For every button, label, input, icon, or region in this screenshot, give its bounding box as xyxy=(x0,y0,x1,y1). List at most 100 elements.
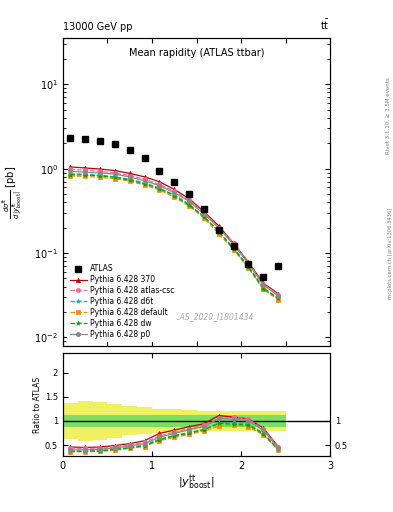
Pythia 6.428 dw xyxy=(261,285,266,291)
Pythia 6.428 default xyxy=(276,296,281,303)
ATLAS xyxy=(231,243,236,249)
Pythia 6.428 p0 xyxy=(202,211,206,217)
Pythia 6.428 p0 xyxy=(157,183,162,189)
Pythia 6.428 default xyxy=(68,173,73,179)
ATLAS xyxy=(142,155,147,161)
Pythia 6.428 d6t xyxy=(261,285,266,291)
Text: Rivet 3.1.10, ≥ 3.5M events: Rivet 3.1.10, ≥ 3.5M events xyxy=(386,77,391,154)
Pythia 6.428 370 xyxy=(68,164,73,170)
Pythia 6.428 dw xyxy=(217,228,221,234)
ATLAS xyxy=(112,141,117,147)
Pythia 6.428 atlas-csc xyxy=(127,173,132,179)
ATLAS xyxy=(172,179,176,185)
ATLAS xyxy=(202,206,206,212)
Pythia 6.428 d6t xyxy=(112,174,117,180)
Pythia 6.428 atlas-csc xyxy=(261,281,266,287)
Text: Mean rapidity (ATLAS ttbar): Mean rapidity (ATLAS ttbar) xyxy=(129,48,264,58)
Pythia 6.428 370 xyxy=(202,208,206,215)
Pythia 6.428 dw xyxy=(246,264,251,270)
Pythia 6.428 d6t xyxy=(68,170,73,177)
Pythia 6.428 default xyxy=(83,174,88,180)
Pythia 6.428 p0 xyxy=(172,189,176,196)
Line: Pythia 6.428 default: Pythia 6.428 default xyxy=(68,174,280,302)
Pythia 6.428 atlas-csc xyxy=(98,168,103,175)
Pythia 6.428 p0 xyxy=(127,174,132,180)
Pythia 6.428 370 xyxy=(231,240,236,246)
Pythia 6.428 d6t xyxy=(231,245,236,251)
Pythia 6.428 d6t xyxy=(187,201,191,207)
Pythia 6.428 atlas-csc xyxy=(276,292,281,298)
Line: Pythia 6.428 p0: Pythia 6.428 p0 xyxy=(68,169,280,298)
Pythia 6.428 d6t xyxy=(83,171,88,177)
Pythia 6.428 370 xyxy=(246,259,251,265)
Pythia 6.428 default xyxy=(98,174,103,180)
Text: $\frac{d\sigma^{\mathdefault{tt}}}{d\,|y^{\mathdefault{tt}}_\mathdefault{boost}|: $\frac{d\sigma^{\mathdefault{tt}}}{d\,|y… xyxy=(2,165,25,219)
Pythia 6.428 370 xyxy=(261,280,266,286)
Pythia 6.428 dw xyxy=(231,246,236,252)
Pythia 6.428 default xyxy=(246,265,251,271)
Pythia 6.428 d6t xyxy=(142,180,147,186)
Pythia 6.428 370 xyxy=(127,170,132,177)
Text: ATLAS_2020_I1801434: ATLAS_2020_I1801434 xyxy=(166,312,253,321)
Pythia 6.428 default xyxy=(112,176,117,182)
ATLAS xyxy=(127,147,132,154)
Pythia 6.428 default xyxy=(261,286,266,292)
Pythia 6.428 370 xyxy=(157,179,162,185)
Pythia 6.428 dw xyxy=(127,177,132,183)
ATLAS xyxy=(217,226,221,232)
Pythia 6.428 default xyxy=(157,187,162,193)
Pythia 6.428 p0 xyxy=(246,261,251,267)
Legend: ATLAS, Pythia 6.428 370, Pythia 6.428 atlas-csc, Pythia 6.428 d6t, Pythia 6.428 : ATLAS, Pythia 6.428 370, Pythia 6.428 at… xyxy=(67,261,177,342)
Pythia 6.428 d6t xyxy=(157,185,162,191)
Pythia 6.428 atlas-csc xyxy=(231,240,236,246)
Pythia 6.428 370 xyxy=(112,167,117,174)
Line: Pythia 6.428 370: Pythia 6.428 370 xyxy=(68,165,280,296)
Pythia 6.428 p0 xyxy=(98,170,103,176)
Pythia 6.428 p0 xyxy=(68,168,73,175)
Pythia 6.428 atlas-csc xyxy=(172,188,176,195)
Line: Pythia 6.428 d6t: Pythia 6.428 d6t xyxy=(68,172,280,301)
Pythia 6.428 default xyxy=(217,230,221,237)
Text: 13000 GeV pp: 13000 GeV pp xyxy=(63,22,132,32)
Pythia 6.428 atlas-csc xyxy=(217,225,221,231)
Pythia 6.428 atlas-csc xyxy=(142,176,147,182)
Pythia 6.428 p0 xyxy=(83,169,88,175)
Pythia 6.428 default xyxy=(172,194,176,200)
Pythia 6.428 dw xyxy=(142,181,147,187)
Pythia 6.428 dw xyxy=(68,172,73,178)
Pythia 6.428 dw xyxy=(98,173,103,179)
ATLAS xyxy=(157,167,162,174)
ATLAS xyxy=(83,136,88,142)
Pythia 6.428 p0 xyxy=(142,178,147,184)
Pythia 6.428 atlas-csc xyxy=(68,166,73,173)
Pythia 6.428 atlas-csc xyxy=(202,210,206,216)
Pythia 6.428 d6t xyxy=(202,214,206,220)
Pythia 6.428 p0 xyxy=(187,198,191,204)
Pythia 6.428 dw xyxy=(187,202,191,208)
Pythia 6.428 p0 xyxy=(261,282,266,288)
Line: Pythia 6.428 dw: Pythia 6.428 dw xyxy=(68,173,280,301)
ATLAS xyxy=(187,191,191,197)
Text: $\mathdefault{t\bar{t}}$: $\mathdefault{t\bar{t}}$ xyxy=(321,18,330,32)
X-axis label: $|y^{\mathdefault{tt}}_{\mathdefault{boost}}|$: $|y^{\mathdefault{tt}}_{\mathdefault{boo… xyxy=(178,473,215,492)
Pythia 6.428 dw xyxy=(172,193,176,199)
Pythia 6.428 p0 xyxy=(112,171,117,177)
Pythia 6.428 d6t xyxy=(276,295,281,302)
Pythia 6.428 p0 xyxy=(276,293,281,299)
Line: ATLAS: ATLAS xyxy=(67,135,281,280)
Pythia 6.428 370 xyxy=(83,165,88,171)
Pythia 6.428 default xyxy=(231,246,236,252)
ATLAS xyxy=(276,263,281,269)
Pythia 6.428 dw xyxy=(276,295,281,302)
Pythia 6.428 d6t xyxy=(127,176,132,182)
Pythia 6.428 d6t xyxy=(217,228,221,234)
Pythia 6.428 dw xyxy=(157,185,162,191)
Pythia 6.428 atlas-csc xyxy=(187,198,191,204)
Pythia 6.428 370 xyxy=(187,196,191,202)
Pythia 6.428 p0 xyxy=(217,225,221,231)
Pythia 6.428 370 xyxy=(217,223,221,229)
Pythia 6.428 370 xyxy=(276,291,281,297)
Pythia 6.428 dw xyxy=(202,214,206,220)
Pythia 6.428 atlas-csc xyxy=(83,167,88,173)
Line: Pythia 6.428 atlas-csc: Pythia 6.428 atlas-csc xyxy=(68,167,280,297)
